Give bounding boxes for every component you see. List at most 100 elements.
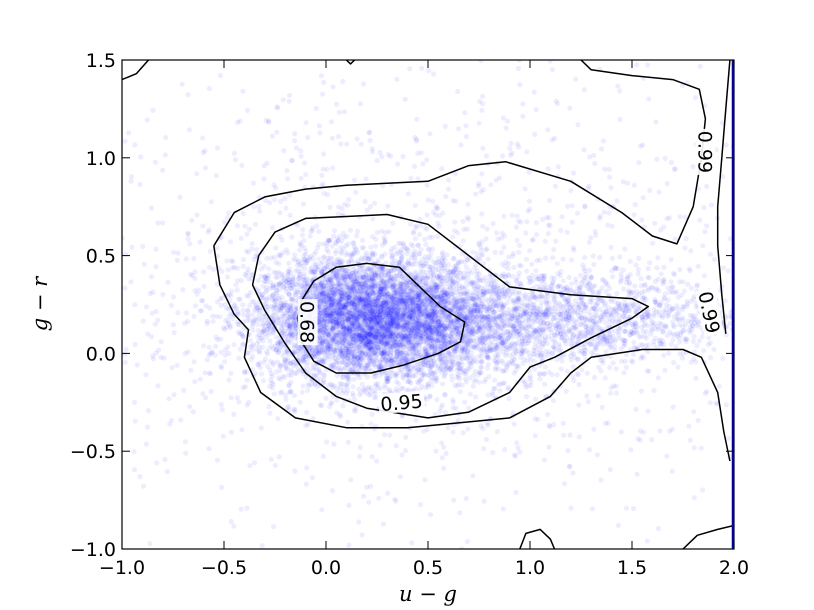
scatter-point: [249, 312, 256, 318]
scatter-point: [404, 305, 410, 311]
scatter-point: [377, 288, 383, 294]
scatter-point: [204, 357, 210, 363]
scatter-point: [361, 312, 367, 318]
scatter-point: [448, 363, 454, 369]
scatter-point: [299, 389, 305, 395]
scatter-point: [437, 322, 443, 328]
scatter-point: [357, 330, 364, 336]
scatter-point: [362, 288, 368, 294]
scatter-point: [359, 341, 365, 347]
scatter-point: [382, 369, 388, 375]
scatter-point: [399, 254, 405, 260]
scatter-point: [317, 282, 323, 288]
scatter-point: [316, 350, 322, 356]
scatter-point: [369, 314, 375, 320]
scatter-point: [454, 289, 460, 295]
scatter-point: [436, 324, 442, 331]
scatter-point: [381, 346, 388, 352]
scatter-point: [401, 326, 407, 332]
scatter-point: [432, 327, 438, 333]
scatter-point: [287, 324, 293, 330]
scatter-point: [256, 338, 262, 344]
scatter-point: [285, 269, 292, 275]
scatter-point: [430, 275, 436, 281]
scatter-point: [288, 296, 294, 302]
scatter-point: [369, 321, 375, 327]
scatter-point: [387, 328, 393, 335]
scatter-point: [259, 371, 265, 377]
scatter-point: [271, 391, 277, 397]
scatter-point: [249, 246, 255, 252]
scatter-point: [344, 373, 350, 380]
scatter-point: [326, 297, 332, 303]
scatter-point: [371, 270, 377, 276]
scatter-point: [383, 272, 389, 278]
scatter-point: [249, 323, 255, 329]
scatter-point: [273, 270, 279, 276]
scatter-point: [265, 303, 271, 310]
scatter-point: [372, 296, 378, 302]
scatter-point: [318, 359, 324, 365]
scatter-point: [351, 356, 357, 362]
scatter-point: [358, 333, 364, 339]
scatter-point: [419, 292, 425, 298]
scatter-point: [421, 321, 427, 327]
scatter-point: [467, 328, 473, 334]
scatter-point: [354, 331, 360, 337]
scatter-point: [309, 269, 315, 275]
scatter-point: [260, 283, 266, 289]
scatter-point: [425, 293, 432, 300]
scatter-point: [360, 237, 366, 243]
scatter-point: [418, 361, 424, 367]
scatter-point: [331, 228, 338, 234]
scatter-point: [390, 281, 396, 287]
scatter-point: [358, 310, 364, 316]
scatter-point: [380, 325, 386, 331]
scatter-point: [344, 384, 350, 390]
scatter-point: [448, 269, 454, 275]
scatter-point: [365, 384, 372, 390]
scatter-point: [194, 291, 200, 297]
scatter-point: [369, 299, 375, 305]
scatter-point: [274, 346, 280, 352]
scatter-point: [378, 385, 384, 392]
scatter-point: [321, 323, 327, 329]
scatter-point: [360, 288, 366, 294]
scatter-point: [322, 312, 329, 319]
scatter-point: [378, 304, 384, 310]
scatter-point: [352, 283, 358, 289]
scatter-point: [422, 326, 428, 332]
scatter-point: [350, 333, 356, 339]
scatter-point: [384, 333, 390, 339]
scatter-point: [245, 266, 251, 272]
scatter-point: [345, 281, 351, 287]
scatter-point: [357, 392, 363, 398]
scatter-point: [376, 345, 382, 351]
scatter-point: [441, 333, 447, 339]
scatter-point: [398, 292, 404, 298]
scatter-point: [297, 247, 303, 253]
scatter-point: [420, 310, 426, 316]
scatter-point: [420, 297, 426, 303]
scatter-point: [356, 299, 363, 305]
scatter-point: [374, 229, 380, 236]
scatter-point: [359, 381, 365, 387]
scatter-point: [354, 337, 360, 343]
scatter-point: [368, 300, 374, 306]
scatter-point: [413, 372, 419, 378]
scatter-point: [338, 301, 345, 307]
scatter-point: [297, 368, 303, 374]
scatter-point: [276, 269, 282, 275]
scatter-point: [369, 302, 375, 308]
scatter-point: [316, 241, 322, 247]
scatter-point: [292, 332, 298, 338]
scatter-point: [344, 324, 350, 330]
scatter-point: [353, 233, 360, 239]
scatter-point: [356, 354, 362, 360]
scatter-point: [322, 307, 328, 313]
scatter-point: [379, 242, 386, 248]
scatter-point: [378, 292, 385, 298]
scatter-point: [197, 308, 203, 314]
scatter-point: [342, 332, 348, 338]
scatter-point: [412, 353, 419, 359]
